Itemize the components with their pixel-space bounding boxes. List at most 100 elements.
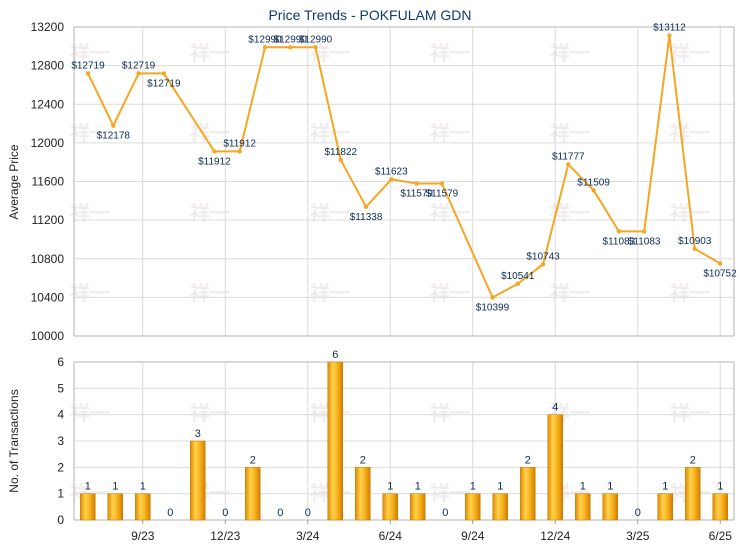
bar-value-label: 3	[195, 428, 201, 440]
bar-value-label: 2	[250, 454, 256, 466]
watermark-mark: 祥一	[70, 201, 110, 225]
transactions-bar	[657, 493, 673, 521]
watermark-mark: 祥一	[190, 41, 230, 65]
y-tick-label: 1	[57, 487, 64, 501]
price-data-label: $12990	[248, 34, 282, 45]
bar-chart-frame	[73, 361, 735, 521]
transactions-bar	[80, 493, 96, 521]
bar-value-label: 2	[690, 454, 696, 466]
bar-value-label: 1	[140, 481, 146, 493]
bar-value-label: 2	[525, 454, 531, 466]
price-data-label: $12990	[299, 34, 333, 45]
transactions-bar	[547, 414, 563, 521]
price-point	[540, 262, 546, 267]
price-data-label: $12719	[147, 78, 181, 89]
bar-value-label: 2	[360, 454, 366, 466]
price-data-label: $11579	[400, 189, 433, 200]
y-tick-label: 3	[57, 434, 64, 448]
line-chart-series: $12719 $12178 $12719 $12719 $11912 $11912 $129…	[71, 22, 737, 313]
price-data-label: $10399	[476, 302, 510, 313]
bar-chart-y-axis-label: No. of Transactions	[7, 389, 21, 492]
watermark-mark: 祥一	[70, 401, 110, 425]
bar-value-label: 1	[387, 481, 393, 493]
price-data-label: $11822	[324, 147, 357, 158]
price-data-label: $12719	[122, 60, 156, 71]
price-data-label: $10541	[501, 271, 535, 282]
price-data-label: $11579	[426, 189, 459, 200]
price-point	[262, 45, 268, 50]
bar-value-label: 1	[497, 481, 503, 493]
y-tick-label: 13200	[31, 20, 65, 34]
price-point	[111, 123, 116, 128]
y-tick-label: 11200	[32, 213, 65, 227]
price-point	[136, 71, 141, 76]
price-point	[212, 149, 217, 154]
price-point	[692, 246, 697, 252]
price-point	[338, 157, 343, 163]
watermark-mark: 祥一	[670, 281, 710, 305]
watermark-mark: 祥一	[670, 401, 710, 425]
transactions-bar	[107, 493, 123, 521]
watermark-mark: 祥一	[310, 121, 350, 145]
watermark-mark: 祥一	[430, 201, 470, 225]
price-data-label: $11912	[223, 138, 256, 149]
x-tick-label: 3/24	[296, 529, 320, 543]
bar-chart-y-ticks: 0 1 2 3 4 5 6	[57, 355, 64, 527]
transactions-bar	[492, 493, 508, 521]
transactions-bar	[602, 493, 618, 521]
bar-value-label: 1	[662, 481, 668, 493]
price-data-label: $11777	[552, 151, 585, 162]
price-point	[85, 71, 91, 76]
bar-value-label: 0	[222, 507, 228, 519]
chart-title: Price Trends - POKFULAM GDN	[268, 7, 471, 23]
bar-chart-x-ticks: 9/23 12/23 3/24 6/24 9/24 12/24 3/25 6/25	[131, 520, 732, 543]
price-point	[389, 177, 394, 182]
watermark-mark: 祥一	[430, 401, 470, 425]
bar-value-label: 0	[277, 507, 283, 519]
bar-value-label: 0	[305, 507, 311, 519]
price-point	[161, 71, 167, 76]
price-point	[616, 229, 622, 234]
price-point	[641, 229, 647, 234]
price-data-label: $10752	[703, 268, 737, 279]
bar-value-label: 0	[167, 507, 173, 519]
bar-value-label: 6	[332, 349, 338, 361]
price-point	[566, 162, 571, 167]
watermark-mark: 祥一	[70, 121, 110, 145]
watermark-mark: 祥一	[430, 281, 470, 305]
price-data-label: $13112	[653, 22, 686, 33]
x-tick-label: 3/25	[626, 529, 650, 543]
price-data-label: $11083	[628, 236, 661, 247]
y-tick-label: 4	[57, 408, 64, 422]
price-point	[237, 149, 242, 154]
price-data-label: $10743	[526, 251, 560, 262]
price-point	[667, 33, 672, 38]
price-data-label: $11083	[603, 236, 636, 247]
price-point	[288, 45, 293, 50]
watermark-mark: 祥一	[670, 121, 710, 145]
price-data-label: $12719	[71, 60, 105, 71]
bar-value-label: 0	[442, 507, 448, 519]
watermark-mark: 祥一	[550, 121, 590, 145]
y-tick-label: 5	[57, 381, 64, 395]
bar-value-label: 0	[635, 507, 641, 519]
x-tick-label: 9/24	[461, 529, 485, 543]
price-data-label: $11623	[375, 166, 408, 177]
bar-value-label: 4	[552, 402, 558, 414]
transactions-bar	[190, 440, 206, 521]
watermark-mark: 祥一	[430, 121, 470, 145]
price-data-label: $10903	[678, 236, 712, 247]
bar-value-label: 1	[717, 481, 723, 493]
bar-value-label: 1	[415, 481, 421, 493]
line-chart-y-axis-label: Average Price	[7, 144, 21, 219]
y-tick-label: 12000	[31, 136, 65, 150]
y-tick-label: 12400	[31, 97, 65, 111]
transactions-bar	[355, 467, 371, 521]
watermark-mark: 祥一	[190, 401, 230, 425]
watermark-mark: 祥一	[670, 41, 710, 65]
price-data-label: $11338	[350, 212, 383, 223]
line-chart-gridlines	[74, 26, 734, 337]
x-tick-label: 6/25	[709, 529, 733, 543]
